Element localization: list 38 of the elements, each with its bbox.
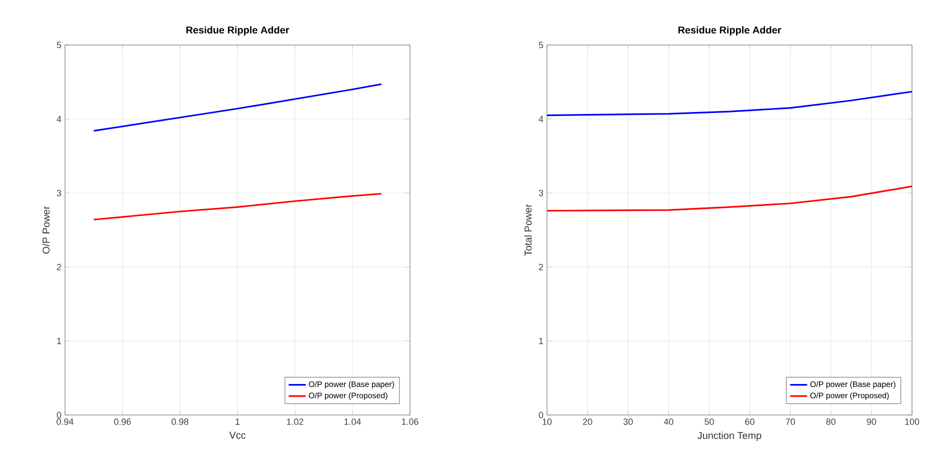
- y-tick-label: 4: [538, 116, 544, 122]
- x-tick-label: 10: [542, 418, 552, 425]
- x-tick-label: 0.96: [114, 418, 131, 425]
- chart-title: Residue Ripple Adder: [678, 26, 782, 36]
- y-tick-label: 1: [539, 338, 544, 344]
- y-tick-label: 2: [56, 264, 62, 270]
- x-tick-label: 1.02: [286, 418, 304, 425]
- x-tick-label: 70: [786, 418, 795, 425]
- x-tick-label: 50: [704, 418, 714, 425]
- y-tick-label: 4: [56, 116, 62, 122]
- x-axis-title: Junction Temp: [698, 432, 762, 441]
- x-tick-label: 1.06: [402, 418, 418, 425]
- x-tick-label: 0.94: [56, 418, 74, 425]
- x-tick-label: 20: [583, 418, 592, 425]
- x-tick-label: 0.98: [172, 418, 188, 425]
- x-tick-label: 90: [866, 418, 876, 425]
- y-tick-label: 1: [57, 338, 62, 344]
- y-axis-title: O/P Power: [42, 206, 50, 254]
- x-tick-label: 1.04: [344, 418, 361, 425]
- y-axis-title: Total Power: [524, 204, 532, 256]
- y-tick-label: 3: [56, 190, 62, 196]
- y-tick-label: 5: [538, 42, 544, 48]
- line-series: [547, 90, 912, 116]
- y-tick-label: 3: [538, 190, 544, 196]
- y-tick-label: 2: [538, 264, 544, 270]
- line-series: [547, 186, 912, 212]
- y-tick-label: 5: [56, 42, 62, 48]
- y-tick-label: 0: [56, 412, 62, 418]
- x-tick-label: 80: [826, 418, 836, 425]
- x-axis-title: Vcc: [229, 432, 246, 439]
- x-tick-label: 100: [905, 418, 920, 425]
- x-tick-label: 1: [236, 418, 240, 425]
- x-tick-label: 60: [745, 418, 754, 425]
- chart-title: Residue Ripple Adder: [186, 26, 290, 36]
- line-series: [92, 192, 382, 220]
- y-tick-label: 0: [538, 412, 544, 418]
- x-tick-label: 30: [623, 418, 633, 425]
- x-tick-label: 40: [664, 418, 674, 425]
